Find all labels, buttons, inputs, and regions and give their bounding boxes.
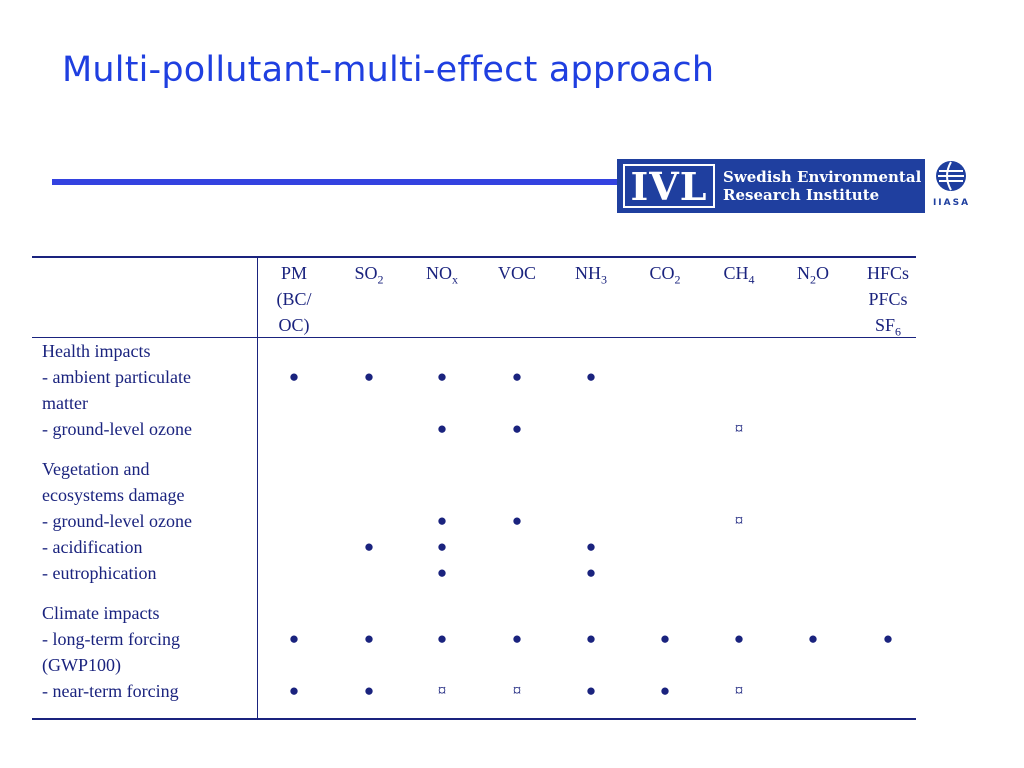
row-label: Climate impacts — [42, 603, 160, 623]
effect-mark-strong: ● — [363, 367, 375, 386]
row-label: - eutrophication — [42, 563, 157, 583]
effect-mark-strong: ● — [511, 367, 523, 386]
effect-mark-strong: ● — [363, 681, 375, 700]
row-label: (GWP100) — [42, 655, 121, 675]
column-header-line: NH3 — [575, 263, 607, 287]
column-header-voc: VOC — [480, 260, 554, 286]
effect-mark-partial: ¤ — [734, 511, 744, 530]
effect-mark-strong: ● — [585, 537, 597, 556]
column-header-subscript: 2 — [810, 272, 816, 287]
effect-mark-strong: ● — [585, 367, 597, 386]
table-label-divider — [257, 256, 258, 720]
row-label: ecosystems damage — [42, 485, 185, 505]
column-header-line: N2O — [797, 263, 829, 287]
row-label: - ambient particulate — [42, 367, 191, 387]
row-label: - ground-level ozone — [42, 419, 192, 439]
effect-mark-strong: ● — [511, 629, 523, 648]
row-label: matter — [42, 393, 88, 413]
column-header-so2: SO2 — [332, 260, 406, 293]
column-header-hfc: HFCs PFCs SF6 — [851, 260, 925, 345]
column-header-subscript: 2 — [377, 272, 384, 287]
column-header-line: SF6 — [874, 315, 902, 339]
column-header-co2: CO2 — [628, 260, 702, 293]
column-header-subscript: 4 — [748, 272, 755, 287]
column-header-subscript: 2 — [674, 272, 681, 287]
effect-mark-strong: ● — [288, 681, 300, 700]
column-header-nh3: NH3 — [554, 260, 628, 293]
row-label: - long-term forcing — [42, 629, 180, 649]
row-label: - near-term forcing — [42, 681, 179, 701]
effect-mark-strong: ● — [363, 537, 375, 556]
column-header-line: CO2 — [649, 263, 681, 287]
column-header-line: (BC/ — [276, 289, 312, 309]
effect-mark-strong: ● — [436, 563, 448, 582]
column-header-line: SO2 — [354, 263, 384, 287]
table-top-rule — [32, 256, 916, 258]
column-header-pm: PM (BC/OC) — [257, 260, 331, 338]
column-header-line: OC) — [278, 315, 310, 335]
column-header-subscript: 3 — [601, 272, 607, 287]
table-bottom-rule — [32, 718, 916, 720]
iiasa-logo: IIASA — [929, 158, 974, 214]
row-label: - ground-level ozone — [42, 511, 192, 531]
column-header-nox: NOx — [405, 260, 479, 293]
effect-mark-partial: ¤ — [437, 681, 447, 700]
row-label: Vegetation and — [42, 459, 150, 479]
effect-mark-strong: ● — [363, 629, 375, 648]
effect-mark-strong: ● — [585, 681, 597, 700]
ivl-logo-mark: IVL — [623, 164, 715, 209]
column-header-n2o: N2O — [776, 260, 850, 293]
slide-title: Multi-pollutant-multi-effect approach — [62, 50, 715, 90]
row-label: - acidification — [42, 537, 143, 557]
pollutant-effect-table: PM (BC/OC) SO2 NOx VOC NH3 CO2 CH4 N2O HFCs PFCs SF… — [32, 256, 916, 720]
effect-mark-strong: ● — [585, 563, 597, 582]
row-label: Health impacts — [42, 341, 151, 361]
column-header-line: NOx — [426, 263, 458, 287]
effect-mark-strong: ● — [585, 629, 597, 648]
title-underline — [52, 179, 652, 185]
column-header-line: HFCs — [866, 263, 910, 283]
effect-mark-partial: ¤ — [734, 419, 744, 438]
column-header-line: PM — [280, 263, 307, 283]
ivl-logo-line2: Research Institute — [723, 186, 880, 204]
column-header-line: CH4 — [723, 263, 755, 287]
effect-mark-strong: ● — [511, 511, 523, 530]
effect-mark-strong: ● — [436, 537, 448, 556]
column-header-subscript: 6 — [895, 324, 902, 339]
effect-mark-partial: ¤ — [512, 681, 522, 700]
effect-mark-strong: ● — [288, 367, 300, 386]
effect-mark-strong: ● — [288, 629, 300, 648]
effect-mark-strong: ● — [436, 629, 448, 648]
effect-mark-strong: ● — [436, 419, 448, 438]
effect-mark-strong: ● — [733, 629, 745, 648]
ivl-logo-text: Swedish Environmental Research Institute — [723, 168, 921, 204]
globe-icon — [936, 161, 966, 191]
effect-mark-strong: ● — [882, 629, 894, 648]
effect-mark-strong: ● — [807, 629, 819, 648]
effect-mark-strong: ● — [436, 367, 448, 386]
column-header-subscript: x — [452, 272, 458, 287]
column-header-ch4: CH4 — [702, 260, 776, 293]
ivl-logo-line1: Swedish Environmental — [723, 168, 922, 186]
ivl-logo: IVL Swedish Environmental Research Insti… — [617, 159, 925, 213]
effect-mark-strong: ● — [659, 681, 671, 700]
column-header-line: PFCs — [868, 289, 908, 309]
effect-mark-strong: ● — [659, 629, 671, 648]
effect-mark-strong: ● — [436, 511, 448, 530]
iiasa-logo-label: IIASA — [932, 198, 971, 208]
table-header-rule — [32, 337, 916, 338]
column-header-line: VOC — [497, 263, 536, 283]
effect-mark-partial: ¤ — [734, 681, 744, 700]
effect-mark-strong: ● — [511, 419, 523, 438]
